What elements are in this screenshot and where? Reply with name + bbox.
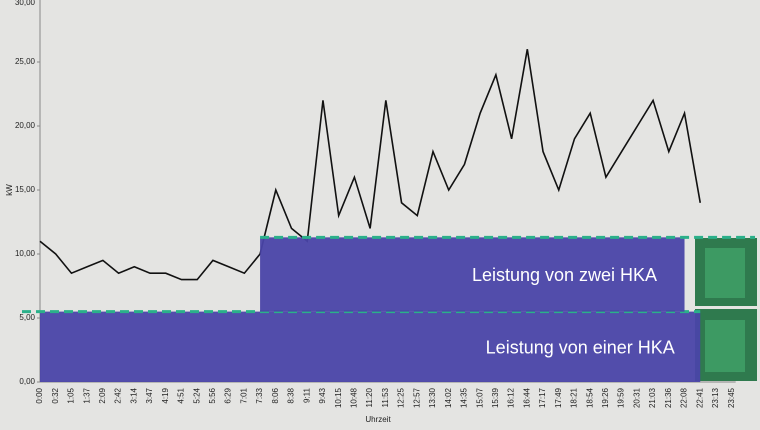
x-tick-label: 7:33: [255, 387, 264, 403]
data-line: [39, 49, 702, 281]
y-tick-label: 0,00: [19, 377, 35, 386]
y-tick-label: 15,00: [15, 185, 36, 194]
capacity-band: [260, 237, 685, 312]
x-tick-label: 21:36: [664, 387, 673, 408]
x-tick-label: 21:03: [648, 387, 657, 408]
x-tick-label: 13:30: [428, 387, 437, 408]
x-tick-label: 18:54: [585, 387, 594, 408]
capacity-band: [40, 311, 701, 382]
x-tick-label: 8:06: [271, 387, 280, 403]
x-tick-label: 16:44: [522, 387, 531, 408]
x-tick-label: 5:24: [192, 387, 201, 403]
x-tick-label: 0:00: [35, 387, 44, 403]
x-tick-label: 3:47: [145, 387, 154, 403]
y-tick-label: 5,00: [19, 313, 35, 322]
x-tick-label: 5:56: [208, 387, 217, 403]
x-tick-label: 15:07: [475, 387, 484, 408]
x-tick-label: 22:08: [680, 387, 689, 408]
x-tick-label: 18:21: [570, 387, 579, 408]
x-tick-label: 17:49: [554, 387, 563, 408]
x-tick-label: 9:11: [302, 387, 311, 403]
x-tick-label: 8:38: [287, 387, 296, 403]
y-tick-label: 25,00: [15, 57, 36, 66]
x-tick-label: 10:15: [334, 387, 343, 408]
band-label: Leistung von zwei HKA: [472, 265, 657, 285]
y-tick-label: 10,00: [15, 249, 36, 258]
x-tick-label: 19:26: [601, 387, 610, 408]
x-tick-label: 4:19: [161, 387, 170, 403]
band-label: Leistung von einer HKA: [486, 338, 675, 358]
x-tick-label: 22:41: [695, 387, 704, 408]
x-tick-label: 12:25: [397, 387, 406, 408]
unit-photo-detail: [705, 320, 745, 372]
x-tick-label: 2:09: [98, 387, 107, 403]
x-tick-label: 1:37: [82, 387, 91, 403]
y-tick-label: 30,00: [15, 0, 36, 7]
x-tick-label: 19:59: [617, 387, 626, 408]
x-tick-label: 16:12: [507, 387, 516, 408]
x-tick-label: 0:32: [51, 387, 60, 403]
x-tick-label: 7:01: [239, 387, 248, 403]
x-tick-label: 4:51: [177, 387, 186, 403]
unit-photo-detail: [705, 248, 745, 298]
x-axis-label: Uhrzeit: [365, 415, 391, 424]
y-axis-label: kW: [5, 184, 14, 196]
x-tick-label: 9:43: [318, 387, 327, 403]
x-tick-label: 14:35: [460, 387, 469, 408]
x-tick-label: 2:42: [114, 387, 123, 403]
y-tick-label: 20,00: [15, 121, 36, 130]
x-tick-label: 12:57: [412, 387, 421, 408]
x-tick-label: 3:14: [129, 387, 138, 403]
x-tick-label: 1:05: [67, 387, 76, 403]
x-tick-label: 23:45: [727, 387, 736, 408]
x-tick-label: 15:39: [491, 387, 500, 408]
x-tick-label: 23:13: [711, 387, 720, 408]
x-tick-label: 11:53: [381, 387, 390, 407]
x-tick-label: 20:31: [632, 387, 641, 408]
x-tick-label: 6:29: [224, 387, 233, 403]
x-tick-label: 17:17: [538, 387, 547, 408]
x-tick-label: 14:02: [444, 387, 453, 408]
x-tick-label: 10:48: [350, 387, 359, 408]
x-tick-label: 11:20: [365, 387, 374, 407]
